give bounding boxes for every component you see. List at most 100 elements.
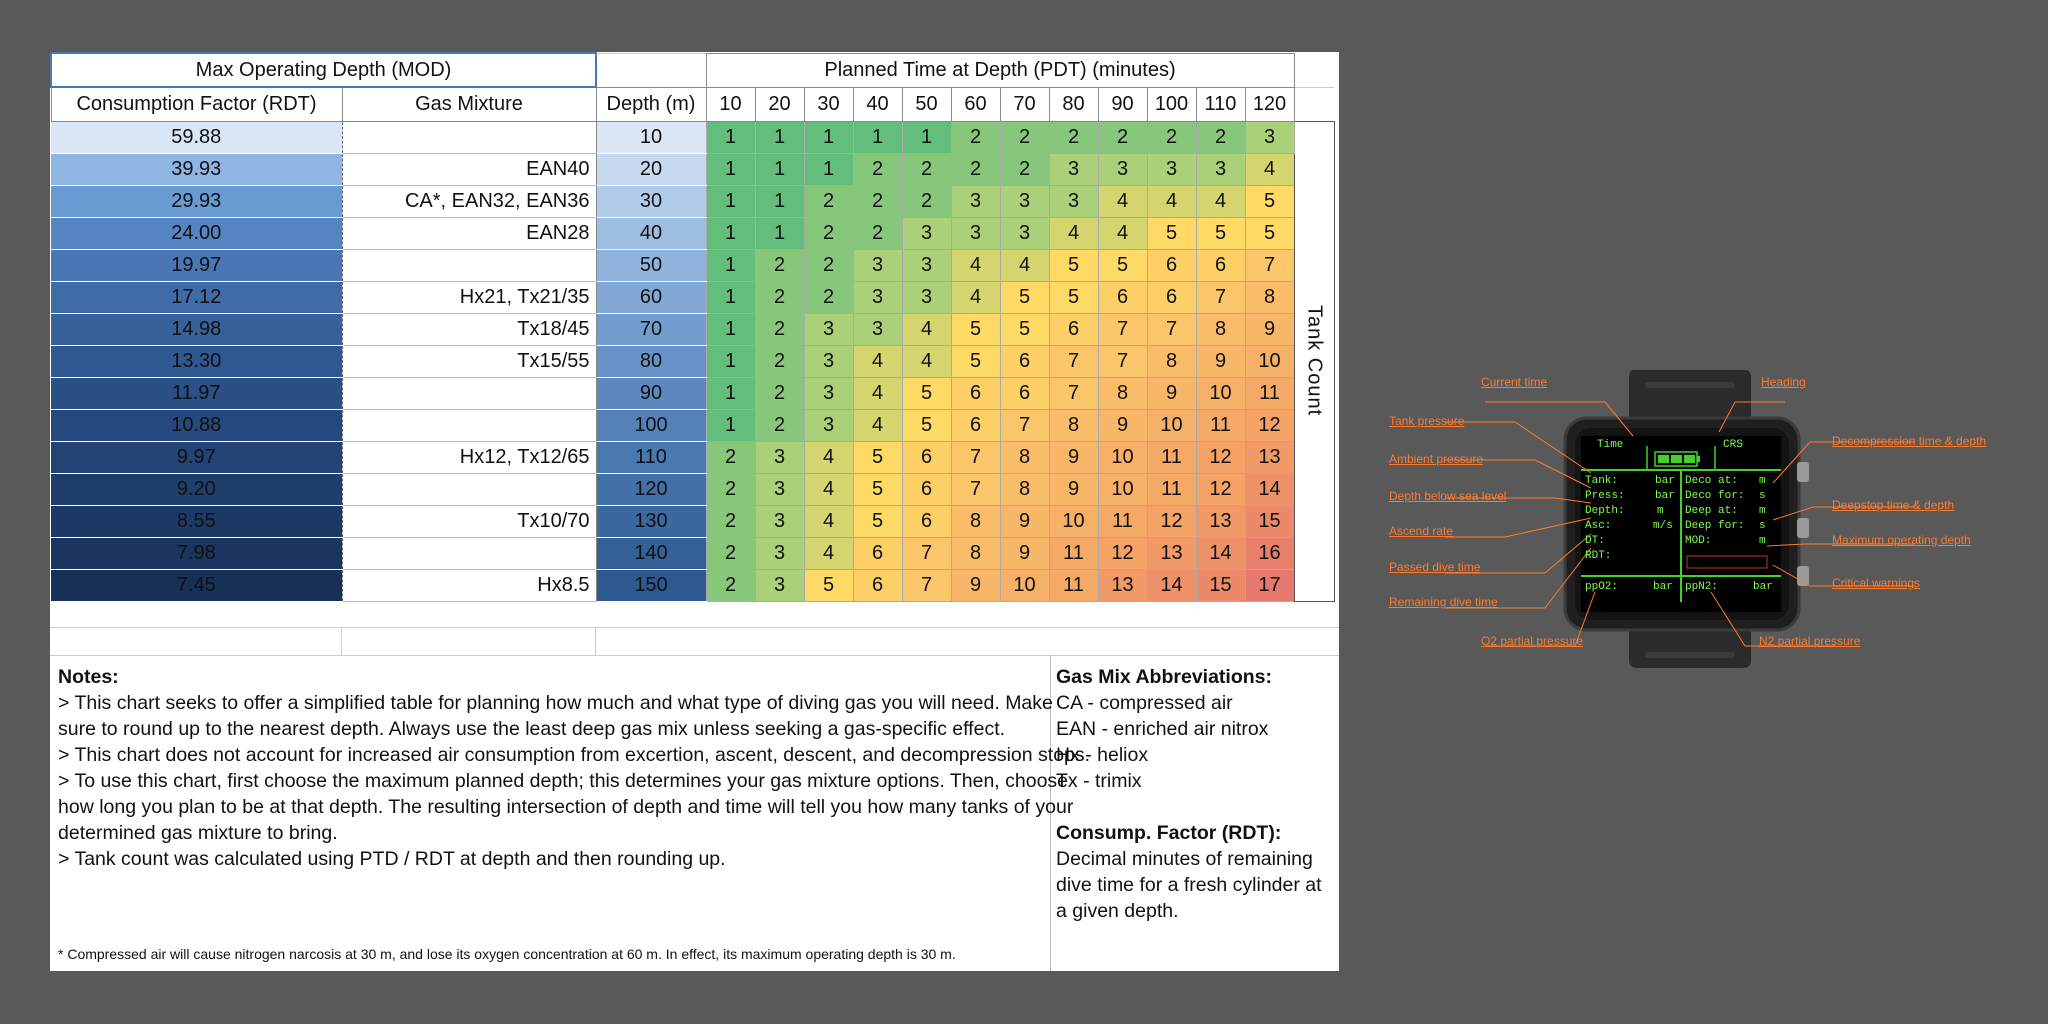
tank-count-cell: 7: [1195, 280, 1246, 314]
tank-count-cell: 9: [1097, 408, 1148, 442]
label-critical-warnings: Critical warnings: [1832, 576, 1921, 590]
tank-count-cell: 4: [803, 440, 854, 474]
tank-count-cell: 2: [754, 280, 805, 314]
tank-count-cell: 4: [852, 376, 903, 410]
tank-count-cell: 9: [1146, 376, 1197, 410]
screen-rdt: RDT:: [1585, 550, 1612, 562]
screen-unit-m: m: [1759, 475, 1766, 487]
rdt-cell: 24.00: [51, 217, 342, 250]
tank-count-cell: 9: [1244, 312, 1295, 346]
depth-cell: 100: [595, 409, 706, 442]
tank-count-cell: 3: [852, 280, 903, 314]
footnote: * Compressed air will cause nitrogen nar…: [58, 946, 956, 962]
gas-mixture-cell: [341, 249, 597, 282]
notes-divider: [1050, 655, 1051, 971]
screen-ppo2: ppO2:: [1585, 581, 1619, 593]
tank-count-cell: 11: [1048, 568, 1099, 602]
blank-corner-cell: [1294, 87, 1334, 122]
rdt-cell: 10.88: [51, 409, 342, 442]
tank-count-cell: 6: [901, 504, 952, 538]
label-remaining-dive-time: Remaining dive time: [1389, 595, 1498, 609]
gas-mixture-cell: EAN40: [341, 153, 597, 186]
depth-cell: 60: [595, 281, 706, 314]
tank-count-cell: 5: [852, 504, 903, 538]
screen-ppn2: ppN2:: [1685, 581, 1719, 593]
abbreviation-item: CA - compressed air: [1056, 692, 1233, 714]
time-column-header: 80: [1048, 86, 1099, 122]
tank-count-cell: 7: [950, 472, 1001, 506]
tank-count-cell: 10: [1097, 440, 1148, 474]
tank-count-cell: 11: [1146, 472, 1197, 506]
tank-count-cell: 4: [1146, 184, 1197, 218]
tank-count-cell: 8: [950, 536, 1001, 570]
tank-count-cell: 2: [705, 536, 756, 570]
tank-count-cell: 7: [1048, 344, 1099, 378]
abbreviations-section: Gas Mix Abbreviations: CA - compressed a…: [1056, 664, 1334, 924]
tank-count-cell: 4: [852, 408, 903, 442]
time-column-header: 10: [705, 86, 756, 122]
tank-count-cell: 2: [803, 248, 854, 282]
tank-count-cell: 5: [1048, 280, 1099, 314]
table-row: 7.98 140 2 3 4 6 7 8 9 11 12 13 14 16: [51, 536, 1334, 570]
depth-cell: 50: [595, 249, 706, 282]
gas-mixture-cell: [341, 121, 597, 154]
screen-deep-for: Deep for:: [1685, 520, 1745, 532]
tank-count-cell: 2: [1146, 120, 1197, 154]
tank-count-cell: 3: [901, 280, 952, 314]
time-column-header: 120: [1244, 86, 1295, 122]
tank-count-cell: 2: [803, 216, 854, 250]
tank-count-cell: 1: [901, 120, 952, 154]
screen-unit-m: m: [1759, 535, 1766, 547]
col-header-depth: Depth (m): [595, 86, 707, 122]
tank-count-cell: 2: [754, 344, 805, 378]
tank-count-cell: 6: [1195, 248, 1246, 282]
tank-count-cell: 5: [1097, 248, 1148, 282]
table-row: 29.93 CA*, EAN32, EAN36 30 1 1 2 2 2 3 3 3 4 4 4 5: [51, 184, 1334, 218]
tank-count-cell: 1: [754, 120, 805, 154]
tank-count-cell: 8: [1146, 344, 1197, 378]
tank-count-cell: 2: [803, 280, 854, 314]
tank-count-cell: 6: [950, 408, 1001, 442]
tank-count-cell: 9: [1048, 440, 1099, 474]
tank-count-cell: 4: [803, 536, 854, 570]
blank-corner-cell: [1294, 53, 1334, 88]
gas-mixture-cell: EAN28: [341, 217, 597, 250]
depth-cell: 120: [595, 473, 706, 506]
gas-mixture-cell: Hx21, Tx21/35: [341, 281, 597, 314]
tank-count-cell: 12: [1097, 536, 1148, 570]
tank-count-label: Tank Count: [1303, 305, 1326, 417]
tank-count-cell: 3: [901, 248, 952, 282]
depth-cell: 110: [595, 441, 706, 474]
tank-count-cell: 9: [1195, 344, 1246, 378]
gas-mixture-cell: [341, 473, 597, 506]
table-row: 59.88 10 1 1 1 1 1 2 2 2 2 2 2 3 Tank Count: [51, 120, 1335, 602]
tank-count-cell: 3: [803, 344, 854, 378]
gas-mixture-cell: Hx8.5: [341, 569, 597, 602]
tank-count-cell: 6: [1097, 280, 1148, 314]
screen-tank: Tank:: [1585, 475, 1619, 487]
tank-count-cell: 8: [1048, 408, 1099, 442]
tank-count-cell: 4: [1097, 184, 1148, 218]
tank-count-cell: 1: [705, 248, 756, 282]
tank-count-cell: 2: [705, 504, 756, 538]
tank-count-cell: 3: [754, 504, 805, 538]
notes-line: > Tank count was calculated using PTD / …: [58, 848, 726, 870]
label-current-time: Current time: [1481, 375, 1548, 389]
tank-count-cell: 2: [754, 408, 805, 442]
tank-count-cell: 13: [1146, 536, 1197, 570]
tank-count-cell: 4: [901, 312, 952, 346]
table-row: 8.55 Tx10/70 130 2 3 4 5 6 8 9 10 11 12 13 15: [51, 504, 1334, 538]
screen-depth: Depth:: [1585, 505, 1625, 517]
tank-count-cell: 6: [1146, 280, 1197, 314]
tank-count-cell: 11: [1195, 408, 1246, 442]
tank-count-cell: 9: [999, 504, 1050, 538]
tank-count-cell: 1: [852, 120, 903, 154]
tank-count-cell: 3: [803, 312, 854, 346]
tank-count-cell: 2: [950, 152, 1001, 186]
tank-count-cell: 6: [852, 536, 903, 570]
tank-count-cell: 7: [999, 408, 1050, 442]
tank-count-cell: 1: [803, 152, 854, 186]
table-row: 17.12 Hx21, Tx21/35 60 1 2 2 3 3 4 5 5 6 6 7 8: [51, 280, 1334, 314]
rdt-cell: 17.12: [51, 281, 342, 314]
tank-count-cell: 1: [705, 376, 756, 410]
